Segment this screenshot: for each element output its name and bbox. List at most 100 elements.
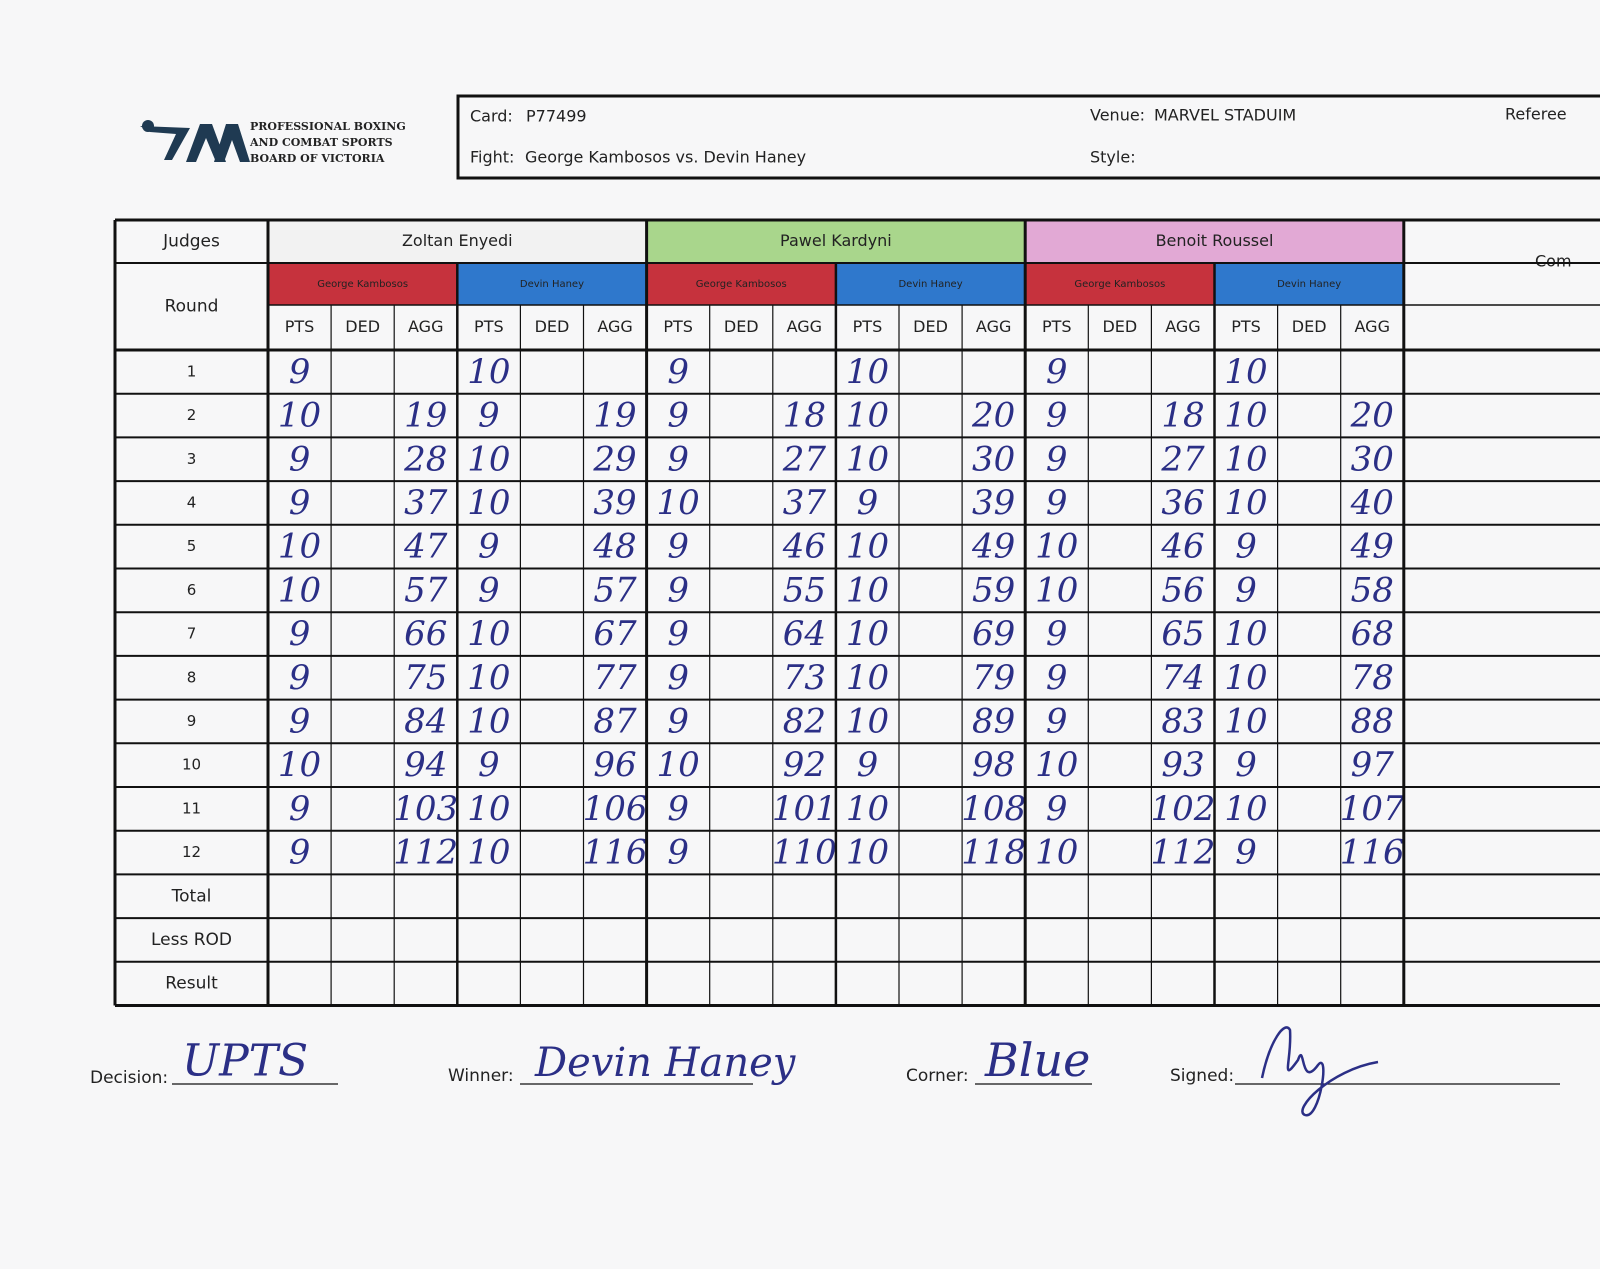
score: 77 (593, 658, 637, 698)
score: 10 (1224, 396, 1267, 436)
round-number: 6 (187, 581, 197, 599)
venue-name: MARVEL STADUIM (1154, 106, 1296, 125)
round-number: 9 (187, 712, 197, 730)
score: 93 (1161, 745, 1204, 785)
score: 107 (1340, 789, 1405, 829)
score: 9 (667, 658, 689, 698)
card-number: P77499 (526, 107, 587, 126)
round-number: 10 (182, 756, 201, 774)
score: 46 (782, 527, 826, 567)
fight-label: Fight: (470, 148, 514, 167)
score: 57 (404, 570, 448, 610)
score: 19 (404, 396, 447, 436)
score: 64 (783, 614, 826, 654)
score: 9 (289, 789, 311, 829)
judge-header (268, 220, 647, 263)
org-name: PROFESSIONAL BOXING (250, 120, 406, 133)
score: 112 (1150, 833, 1215, 873)
column-label: DED (535, 317, 570, 336)
score: 37 (783, 483, 827, 523)
column-label: DED (724, 317, 759, 336)
column-label: AGG (408, 317, 443, 336)
score: 27 (782, 439, 827, 479)
column-label: PTS (474, 317, 504, 336)
score: 9 (478, 396, 500, 436)
score: 20 (1350, 396, 1394, 436)
score: 10 (1224, 789, 1267, 829)
score: 9 (478, 570, 500, 610)
score: 9 (1235, 527, 1257, 567)
score: 116 (1340, 833, 1405, 873)
score: 78 (1351, 658, 1394, 698)
score: 73 (783, 658, 826, 698)
corner-name: George Kambosos (696, 279, 787, 290)
round-number: 7 (187, 625, 197, 643)
score: 37 (404, 483, 448, 523)
score: 10 (1035, 833, 1078, 873)
score: 84 (404, 701, 447, 741)
score: 82 (783, 701, 826, 741)
score: 10 (467, 658, 510, 698)
score: 87 (593, 701, 637, 741)
column-label: PTS (853, 317, 883, 336)
score: 10 (467, 701, 510, 741)
score: 9 (667, 527, 689, 567)
corner-name: Devin Haney (1277, 279, 1341, 290)
footer-row-label: Total (171, 886, 212, 906)
score: 30 (1351, 439, 1394, 479)
score: 65 (1161, 614, 1204, 654)
score: 10 (846, 701, 889, 741)
signature (1260, 1026, 1379, 1117)
score: 9 (667, 439, 689, 479)
score: 79 (972, 658, 1015, 698)
round-number: 11 (182, 799, 201, 817)
corner-label: Corner: (906, 1066, 969, 1086)
score: 19 (593, 396, 636, 436)
score: 103 (393, 789, 458, 829)
score: 75 (404, 658, 447, 698)
score: 10 (278, 396, 321, 436)
corner-header (835, 263, 1026, 305)
score: 10 (278, 570, 321, 610)
score: 9 (1046, 352, 1068, 392)
score: 9 (289, 483, 311, 523)
score: 102 (1150, 789, 1215, 829)
score: 9 (1235, 833, 1257, 873)
judge-header (646, 220, 1026, 263)
signed-label: Signed: (1170, 1066, 1234, 1086)
score: 10 (1035, 527, 1078, 567)
score: 9 (857, 745, 879, 785)
score: 10 (846, 833, 889, 873)
score: 9 (1046, 701, 1068, 741)
decision-label: Decision: (90, 1068, 168, 1088)
score: 10 (1224, 614, 1267, 654)
column-label: PTS (1231, 317, 1261, 336)
score: 66 (404, 614, 447, 654)
score: 10 (846, 614, 889, 654)
score: 46 (1160, 527, 1204, 567)
corner-name: Devin Haney (898, 279, 962, 290)
score: 9 (289, 614, 311, 654)
score: 9 (289, 701, 311, 741)
column-label: AGG (976, 317, 1011, 336)
score: 9 (1046, 396, 1068, 436)
score: 9 (667, 789, 689, 829)
logo (140, 120, 250, 162)
score: 56 (1161, 570, 1204, 610)
style-label: Style: (1090, 148, 1136, 167)
score: 9 (1046, 789, 1068, 829)
score: 10 (657, 483, 700, 523)
score: 9 (289, 658, 311, 698)
round-number: 5 (187, 537, 197, 555)
score: 9 (289, 439, 311, 479)
score: 9 (1046, 658, 1068, 698)
footer-row-label: Result (165, 974, 218, 994)
score: 10 (846, 396, 889, 436)
score: 48 (592, 527, 636, 567)
corner-header (457, 263, 647, 305)
score: 10 (846, 658, 889, 698)
score: 108 (961, 789, 1026, 829)
score: 10 (657, 745, 700, 785)
score: 83 (1161, 701, 1204, 741)
